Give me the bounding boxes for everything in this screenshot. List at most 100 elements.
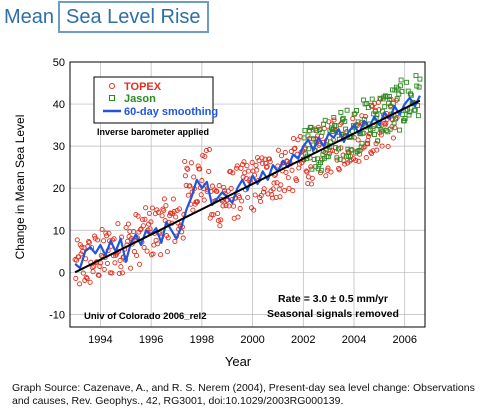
jason-point — [342, 118, 348, 124]
topex-point — [101, 238, 107, 244]
topex-point — [112, 260, 118, 266]
legend-jason-marker — [109, 95, 115, 101]
topex-point — [363, 113, 369, 120]
jason-point — [365, 141, 370, 147]
annotation-rate: Rate = 3.0 ± 0.5 mm/yr — [278, 293, 388, 305]
topex-point — [225, 188, 231, 194]
jason-point — [309, 166, 315, 172]
jason-point — [404, 79, 410, 85]
jason-point — [325, 154, 331, 160]
y-axis-label: Change in Mean Sea Level — [13, 115, 27, 260]
sea-level-chart: 1994 1996 1998 2000 2002 2004 2006 -10 0 10 20 30 40… — [13, 57, 426, 369]
legend-smoothing-label: 60-day smoothing — [124, 106, 218, 118]
topex-point — [73, 275, 79, 281]
topex-point — [269, 191, 275, 198]
jason-point — [318, 167, 324, 173]
topex-point — [263, 164, 270, 170]
topex-point — [111, 236, 117, 242]
jason-point — [332, 145, 338, 151]
topex-point — [150, 251, 156, 257]
topex-point — [252, 192, 258, 198]
jason-point — [354, 108, 359, 113]
y-tick-label: -10 — [49, 309, 65, 321]
topex-point — [275, 147, 282, 153]
topex-point — [283, 169, 289, 175]
topex-point — [144, 248, 150, 254]
topex-point — [218, 217, 224, 223]
topex-point — [390, 117, 396, 123]
graph-source-citation: Graph Source: Cazenave, A., and R. S. Ne… — [12, 382, 475, 407]
jason-point — [390, 100, 396, 106]
topex-point — [171, 209, 177, 215]
topex-point — [260, 160, 266, 167]
jason-point — [397, 83, 403, 89]
topex-point — [281, 188, 288, 194]
jason-point — [415, 113, 421, 119]
topex-point — [217, 223, 223, 229]
topex-point — [226, 203, 232, 209]
topex-point — [266, 156, 273, 162]
topex-point — [119, 270, 125, 276]
topex-point — [170, 196, 176, 202]
topex-point — [353, 157, 359, 164]
topex-point — [83, 274, 89, 280]
jason-point — [416, 84, 422, 90]
topex-point — [164, 249, 170, 255]
jason-point — [314, 156, 320, 162]
topex-point — [230, 170, 236, 176]
jason-point — [337, 157, 343, 163]
topex-point — [245, 168, 252, 174]
topex-point — [104, 260, 110, 266]
topex-point — [260, 189, 267, 195]
topex-point — [286, 185, 292, 191]
topex-point — [257, 198, 264, 205]
topex-point — [270, 186, 276, 192]
topex-point — [245, 194, 251, 201]
jason-point — [302, 127, 308, 133]
topex-point — [271, 180, 277, 186]
topex-point — [363, 155, 369, 161]
topex-point — [140, 217, 146, 223]
topex-point — [289, 167, 295, 173]
topex-point — [159, 213, 165, 219]
topex-point — [206, 147, 212, 153]
jason-point — [417, 76, 423, 82]
topex-point — [215, 210, 221, 217]
topex-point — [288, 148, 294, 154]
topex-point — [323, 173, 329, 179]
topex-point — [86, 240, 92, 246]
topex-point — [197, 166, 203, 172]
topex-point — [115, 221, 121, 227]
topex-point — [146, 210, 152, 216]
jason-point — [408, 91, 413, 97]
x-tick-label: 1996 — [139, 334, 163, 346]
topex-point — [137, 227, 143, 233]
topex-point — [163, 203, 169, 209]
topex-point — [239, 198, 245, 204]
x-tick-label: 2004 — [342, 334, 366, 346]
topex-point — [134, 252, 140, 259]
topex-point — [309, 175, 315, 181]
topex-point — [187, 183, 193, 189]
topex-point — [206, 168, 212, 174]
topex-point — [209, 183, 215, 189]
topex-point — [117, 257, 123, 264]
topex-point — [356, 158, 362, 164]
jason-point — [345, 146, 351, 152]
topex-point — [203, 147, 209, 154]
trend-line — [74, 99, 421, 274]
topex-point — [161, 207, 167, 213]
jason-point — [305, 133, 311, 139]
x-tick-label: 1994 — [88, 334, 112, 346]
jason-point — [314, 128, 320, 134]
topex-point — [326, 151, 333, 157]
jason-point — [396, 91, 402, 97]
topex-point — [328, 169, 334, 175]
topex-point — [92, 233, 98, 239]
title-part-mean: Mean — [4, 5, 55, 28]
topex-point — [282, 149, 288, 155]
topex-point — [390, 135, 396, 141]
topex-point — [237, 205, 243, 211]
topex-point — [182, 173, 188, 179]
jason-point — [379, 108, 385, 114]
